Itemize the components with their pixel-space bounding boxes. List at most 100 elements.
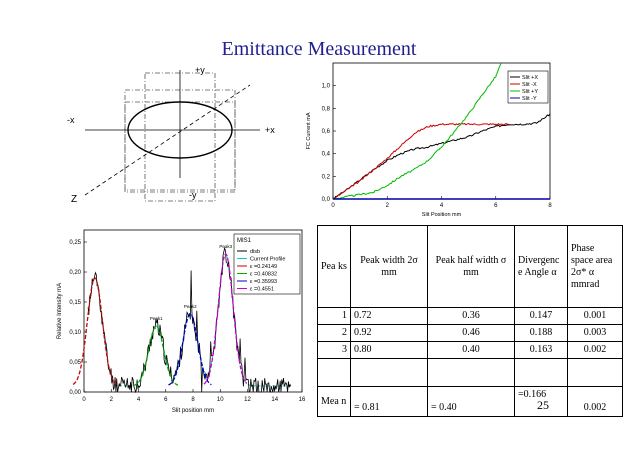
series-line-1 bbox=[332, 113, 551, 200]
table-cell: Mea n bbox=[317, 386, 351, 417]
legend-label: Slit +Y bbox=[522, 89, 538, 95]
fc-current-chart: 0 2 4 6 8 0,0 0,2 0,4 0,6 0,8 1,0 Slit Position mm F… bbox=[306, 62, 552, 218]
fit-peak-1 bbox=[72, 277, 118, 385]
legend-label: Slit -X bbox=[522, 82, 537, 88]
y-tick-label: 0,6 bbox=[322, 129, 331, 135]
slide-title: Emittance Measurement bbox=[221, 38, 417, 60]
fit-peak-4 bbox=[203, 253, 248, 385]
header-phase-space: Phase space area 2σ* α mmrad bbox=[567, 225, 623, 308]
series-line-2 bbox=[332, 122, 510, 200]
intensity-profile-chart: 0 2 4 6 8 10 12 14 16 0,00 0,05 0,10 0,15 0,20 0,25 Sli… bbox=[57, 229, 306, 414]
y-tick-label: 0,0 bbox=[322, 197, 331, 203]
table-cell: 0.92 bbox=[350, 324, 428, 342]
table-cell bbox=[350, 358, 428, 387]
table-cell: 0.147 bbox=[514, 307, 568, 325]
x-tick-label: 10 bbox=[217, 397, 224, 403]
y-tick-label: 1,0 bbox=[322, 84, 331, 90]
minus-x-label: -x bbox=[67, 115, 75, 125]
x-tick-label: 0 bbox=[82, 397, 86, 403]
table-cell bbox=[427, 358, 515, 387]
x-tick-label: 4 bbox=[440, 203, 444, 209]
x-axis-label: Slit Position mm bbox=[422, 212, 462, 218]
table-cell bbox=[567, 358, 623, 387]
table-cell: 0.003 bbox=[567, 324, 623, 342]
table-row: 2 0.92 0.46 0.188 0.003 bbox=[317, 324, 623, 342]
y-tick-label: 0,8 bbox=[322, 106, 331, 112]
table-cell: 0.40 bbox=[427, 341, 515, 359]
legend-label: ε =0.4551 bbox=[250, 287, 274, 293]
legend-box bbox=[233, 233, 301, 295]
x-tick-label: 14 bbox=[271, 397, 278, 403]
plus-y-label: +y bbox=[195, 65, 205, 75]
y-tick-label: 0,00 bbox=[69, 390, 81, 396]
table-cell: 0.46 bbox=[427, 324, 515, 342]
legend-label: Slit +X bbox=[522, 75, 538, 81]
legend-label: ε =0.35993 bbox=[250, 279, 277, 285]
x-tick-label: 12 bbox=[244, 397, 251, 403]
y-tick-label: 0,4 bbox=[322, 152, 331, 158]
legend-label: Slit -Y bbox=[522, 96, 537, 102]
legend-label: disb bbox=[250, 249, 260, 255]
y-tick-label: 0,05 bbox=[69, 360, 81, 366]
table-header-row: Pea ks Peak width 2σ mm Peak half width … bbox=[317, 225, 623, 308]
y-tick-label: 0,25 bbox=[69, 240, 81, 246]
table-cell: 0.80 bbox=[350, 341, 428, 359]
table-cell: 3 bbox=[317, 341, 351, 359]
table-cell: 0.002 bbox=[567, 341, 623, 359]
header-half-width: Peak half width σ mm bbox=[427, 225, 515, 308]
ellipse-diagram: +y -y +x -x Z bbox=[67, 65, 275, 205]
y-tick-label: 0,15 bbox=[69, 300, 81, 306]
table-cell: 2 bbox=[317, 324, 351, 342]
table-cell: 0.163 bbox=[514, 341, 568, 359]
minus-y-label: -y bbox=[189, 190, 197, 200]
x-tick-label: 4 bbox=[137, 397, 141, 403]
x-tick-label: 0 bbox=[331, 203, 335, 209]
table-row bbox=[317, 358, 623, 387]
x-tick-label: 6 bbox=[494, 203, 498, 209]
x-tick-label: 6 bbox=[164, 397, 168, 403]
table-cell: = 0.40 bbox=[427, 386, 515, 417]
beam-ellipse bbox=[127, 101, 233, 159]
table-row-mean: Mea n = 0.81 = 0.40 =0.166 0.002 bbox=[317, 386, 623, 417]
x-tick-label: 16 bbox=[299, 397, 306, 403]
table-cell bbox=[514, 358, 568, 387]
legend-title: MIS1 bbox=[237, 238, 252, 244]
peak-label: Peak1 bbox=[150, 316, 163, 321]
x-tick-label: 2 bbox=[386, 203, 390, 209]
x-axis-label: Slit position mm bbox=[172, 408, 214, 414]
x-tick-label: 8 bbox=[548, 203, 552, 209]
y-tick-label: 0,20 bbox=[69, 270, 81, 276]
fit-peak-3 bbox=[168, 313, 212, 386]
header-divergence: Divergenc e Angle α bbox=[514, 225, 568, 308]
disb-line bbox=[87, 246, 292, 394]
current-profile-line bbox=[87, 253, 291, 387]
table-row: 3 0.80 0.40 0.163 0.002 bbox=[317, 341, 623, 359]
table-cell bbox=[317, 358, 351, 387]
peak-label: Peak2 bbox=[184, 304, 197, 309]
table-cell: 0.36 bbox=[427, 307, 515, 325]
emittance-table: Pea ks Peak width 2σ mm Peak half width … bbox=[317, 225, 623, 417]
x-tick-label: 2 bbox=[110, 397, 114, 403]
table-cell: 1 bbox=[317, 307, 351, 325]
y-tick-label: 0,10 bbox=[69, 330, 81, 336]
table-cell: 0.72 bbox=[350, 307, 428, 325]
x-tick-label: 8 bbox=[191, 397, 195, 403]
y-tick-label: 0,2 bbox=[322, 174, 331, 180]
z-axis-line bbox=[84, 84, 251, 196]
peak-label: Peak3 bbox=[219, 244, 232, 249]
y-axis-label: FC Current mA bbox=[306, 112, 312, 149]
table-cell: 0.001 bbox=[567, 307, 623, 325]
page-number: 25 bbox=[537, 398, 549, 412]
series-line-3 bbox=[332, 62, 502, 200]
table-row: 1 0.72 0.36 0.147 0.001 bbox=[317, 307, 623, 325]
header-peaks: Pea ks bbox=[317, 225, 351, 308]
table-cell: 0.188 bbox=[514, 324, 568, 342]
header-peak-width: Peak width 2σ mm bbox=[350, 225, 428, 308]
plus-x-label: +x bbox=[265, 125, 275, 135]
legend-label: Current Profile bbox=[250, 257, 285, 263]
z-label: Z bbox=[71, 194, 77, 205]
table-cell: = 0.81 bbox=[350, 386, 428, 417]
table-cell: 0.002 bbox=[567, 386, 623, 417]
legend-label: ε =0.40832 bbox=[250, 272, 277, 278]
y-axis-label: Relative Intensity mA bbox=[57, 283, 63, 339]
